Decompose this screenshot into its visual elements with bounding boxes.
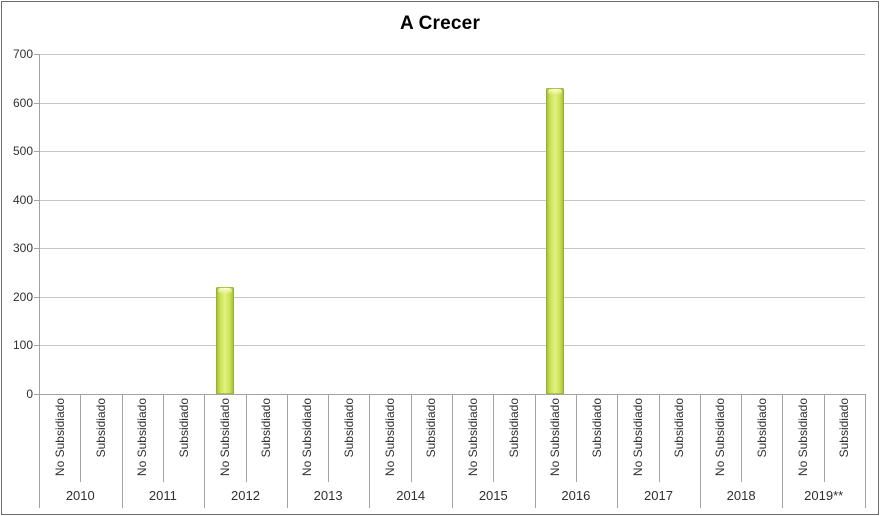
- y-axis-tick: [34, 296, 39, 298]
- year-separator: [534, 394, 536, 508]
- y-tick-label: 600: [12, 95, 33, 110]
- category-separator: [328, 394, 330, 482]
- y-gridline: [39, 296, 865, 298]
- category-separator: [410, 394, 412, 482]
- year-separator: [452, 394, 453, 508]
- y-gridline: [39, 54, 865, 55]
- bar: [215, 287, 234, 394]
- bar-top-highlight: [548, 89, 563, 95]
- year-separator: [286, 394, 288, 508]
- y-gridline: [39, 248, 865, 250]
- y-tick-label: 400: [12, 192, 33, 207]
- category-label: Subsidiado: [259, 398, 274, 458]
- y-axis-tick: [34, 54, 39, 55]
- year-separator: [699, 394, 701, 508]
- y-gridline: [39, 102, 865, 104]
- category-label: No Subsidiado: [300, 398, 315, 477]
- category-label: No Subsidiado: [465, 398, 480, 477]
- year-label: 2016: [561, 488, 591, 503]
- category-separator: [80, 394, 82, 482]
- year-separator: [617, 394, 619, 508]
- year-label: 2013: [313, 488, 343, 503]
- category-separator: [575, 394, 577, 482]
- y-axis-tick: [34, 199, 39, 201]
- category-label: Subsidiado: [837, 398, 852, 458]
- category-separator: [493, 394, 495, 482]
- category-label: Subsidiado: [506, 398, 521, 458]
- year-separator: [369, 394, 371, 508]
- category-label: Subsidiado: [424, 398, 439, 458]
- category-separator: [245, 394, 247, 482]
- category-label: Subsidiado: [589, 398, 604, 458]
- y-axis-tick: [34, 248, 39, 250]
- y-tick-label: 0: [26, 387, 33, 401]
- year-label: 2012: [231, 488, 260, 503]
- category-label: No Subsidiado: [713, 398, 728, 477]
- y-axis-tick: [34, 151, 39, 153]
- y-tick-label: 100: [12, 338, 33, 353]
- y-axis-tick: [34, 345, 39, 347]
- year-label: 2019**: [804, 488, 844, 503]
- year-label: 2018: [726, 488, 756, 503]
- y-gridline: [39, 345, 865, 347]
- year-separator: [865, 394, 866, 508]
- category-separator: [162, 394, 164, 482]
- category-label: Subsidiado: [176, 398, 191, 458]
- year-separator: [204, 394, 206, 508]
- bar: [546, 88, 565, 394]
- y-gridline: [39, 151, 865, 153]
- bar-top-highlight: [217, 288, 232, 295]
- category-label: No Subsidiado: [796, 398, 811, 477]
- y-axis-line: [39, 54, 40, 508]
- category-label: Subsidiado: [672, 398, 687, 458]
- year-label: 2010: [65, 488, 95, 503]
- y-axis-tick: [34, 394, 39, 395]
- y-gridline: [39, 199, 865, 201]
- category-label: No Subsidiado: [217, 398, 232, 477]
- year-separator: [782, 394, 784, 508]
- category-label: No Subsidiado: [52, 398, 67, 477]
- chart-title: A Crecer: [399, 13, 481, 34]
- category-separator: [658, 394, 660, 482]
- y-tick-label: 200: [12, 289, 33, 304]
- category-label: No Subsidiado: [548, 398, 563, 477]
- year-separator: [121, 394, 123, 508]
- category-label: Subsidiado: [341, 398, 356, 458]
- category-label: No Subsidiado: [383, 398, 398, 477]
- category-label: Subsidiado: [754, 398, 769, 458]
- category-label: No Subsidiado: [135, 398, 150, 477]
- year-label: 2015: [478, 488, 508, 503]
- year-label: 2014: [396, 488, 426, 503]
- year-label: 2017: [644, 488, 673, 503]
- y-tick-label: 300: [12, 241, 33, 256]
- y-tick-label: 700: [12, 47, 33, 61]
- category-label: No Subsidiado: [630, 398, 645, 477]
- category-separator: [741, 394, 743, 482]
- y-axis-tick: [34, 102, 39, 104]
- category-label: Subsidiado: [93, 398, 108, 458]
- y-tick-label: 500: [12, 144, 33, 159]
- category-separator: [823, 394, 825, 482]
- year-label: 2011: [148, 488, 177, 503]
